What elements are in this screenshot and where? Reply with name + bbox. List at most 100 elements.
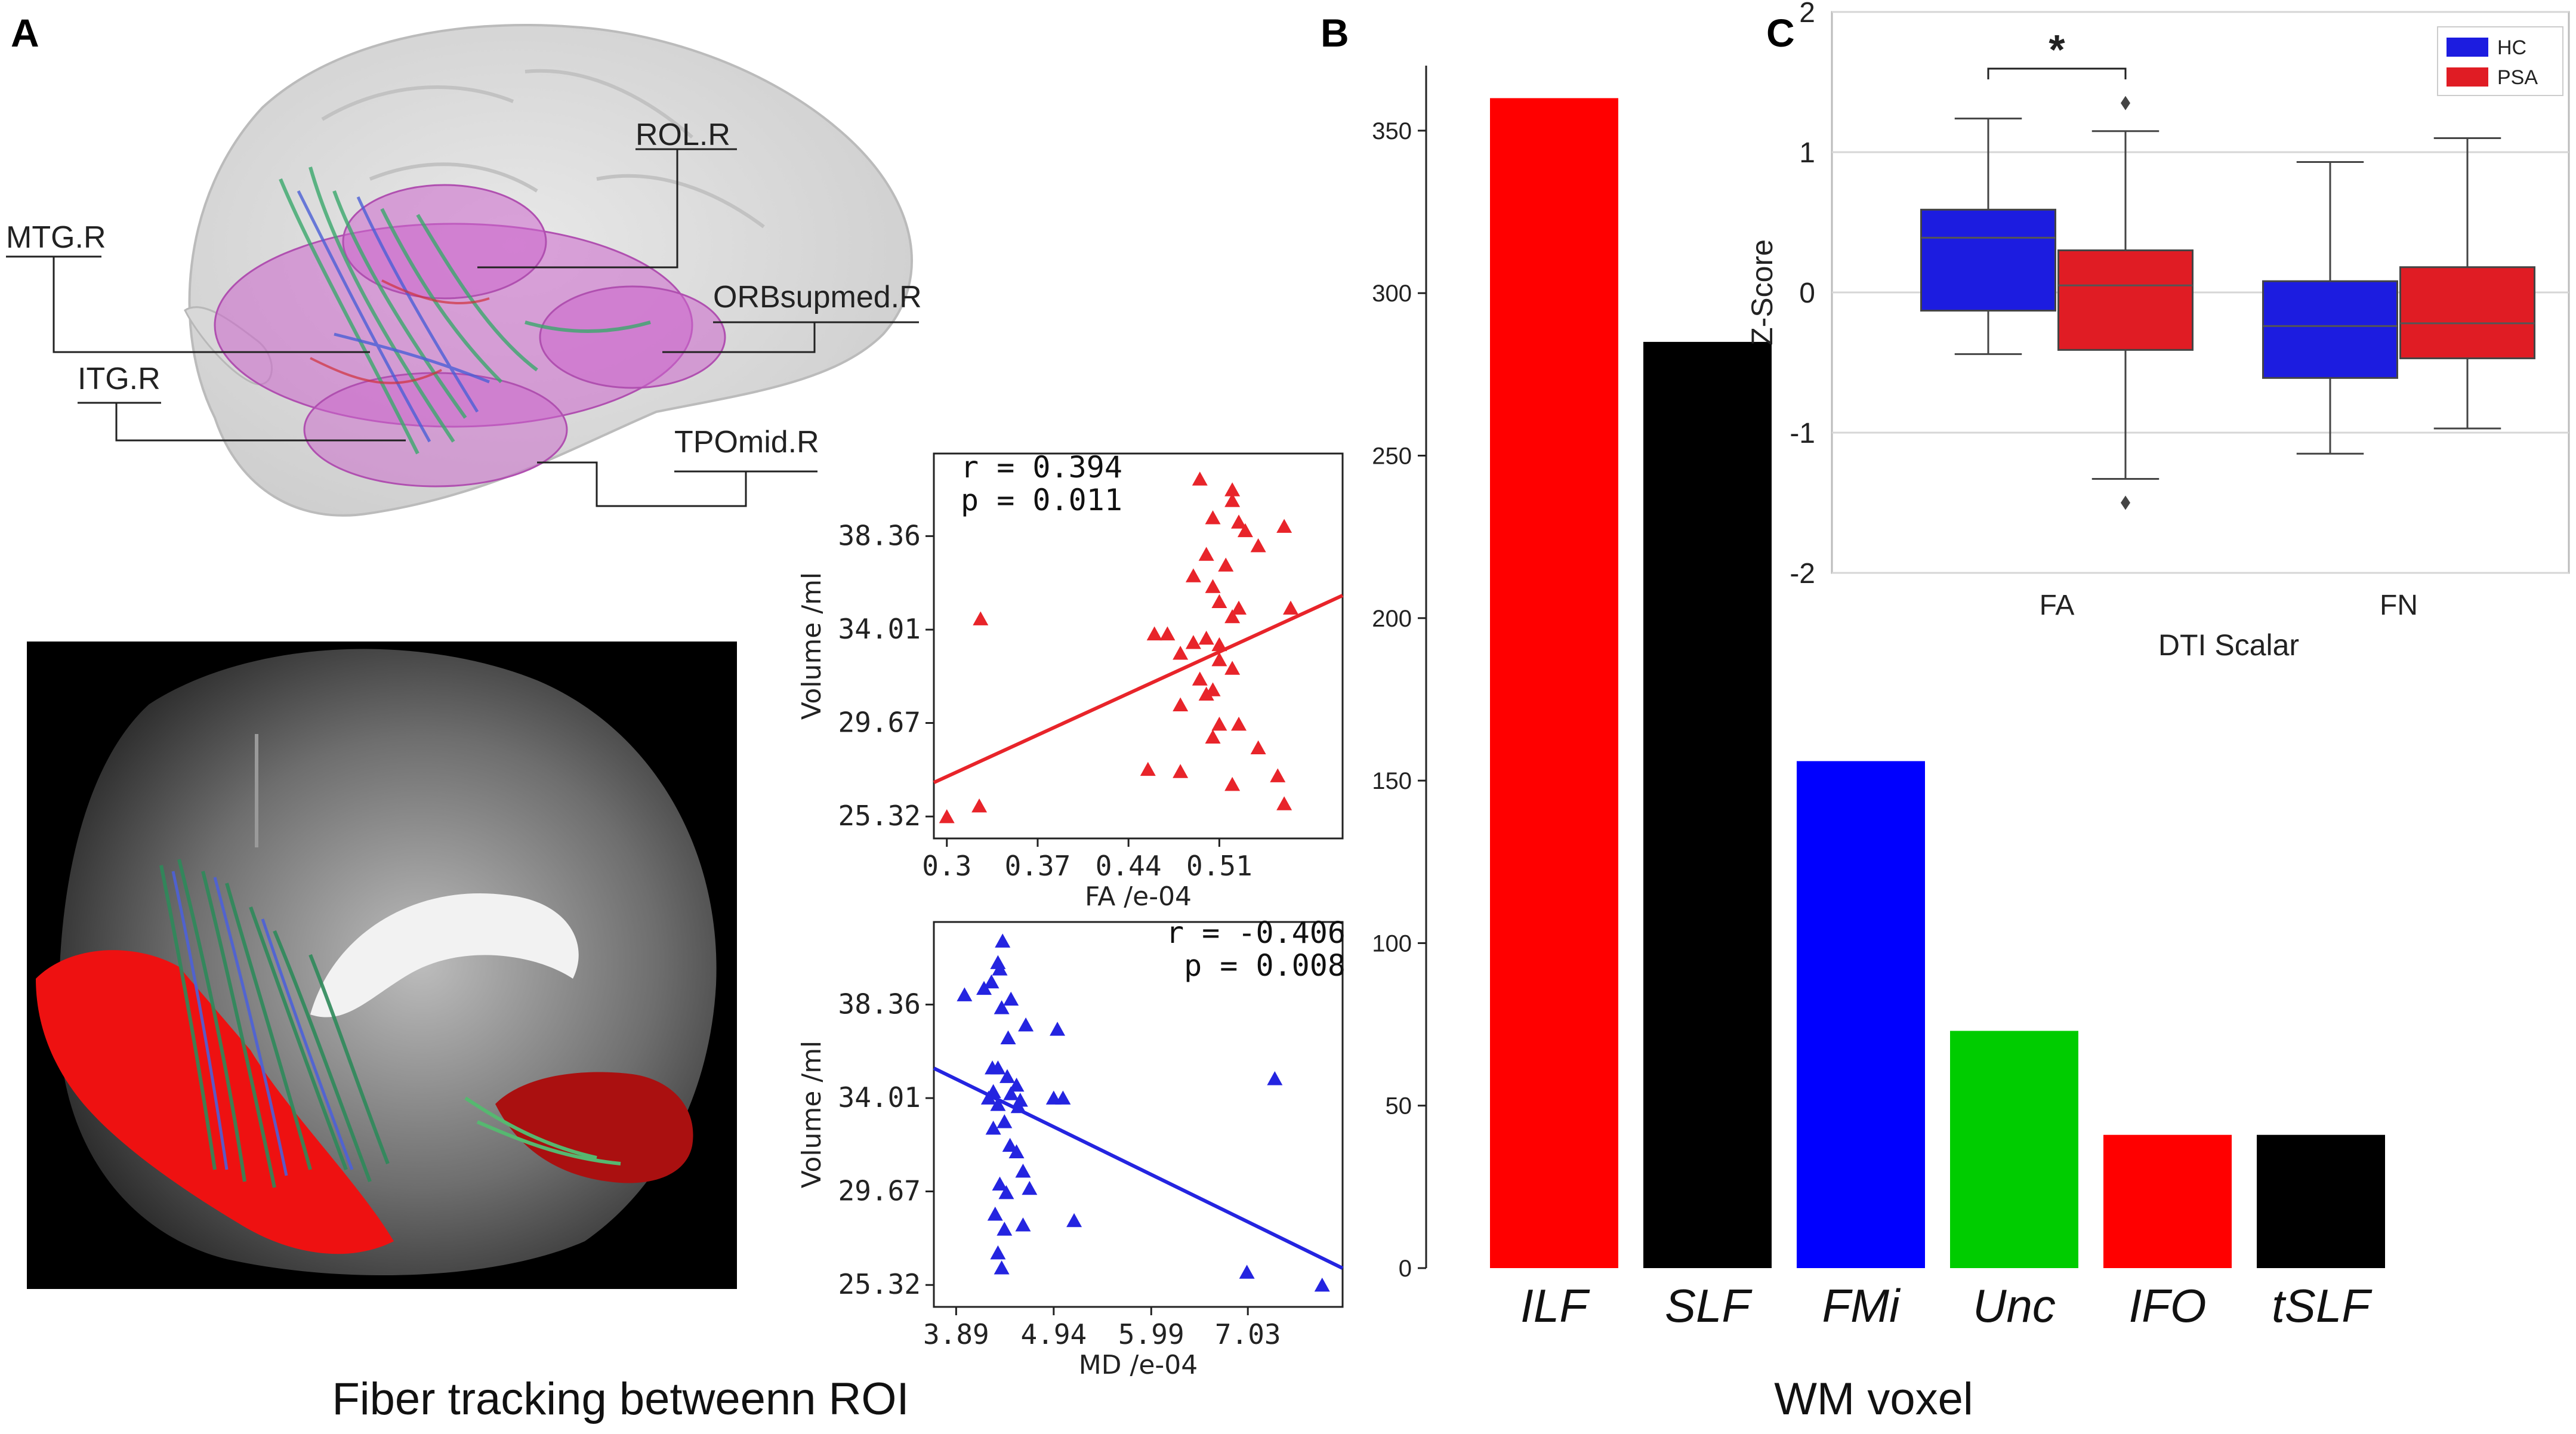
brain-gyri	[321, 69, 765, 229]
data-point	[1066, 1213, 1082, 1228]
bar-unc	[1950, 1031, 2078, 1268]
x-tick-label: 5.99	[1118, 1318, 1184, 1350]
box-hc	[2262, 280, 2398, 379]
panel-a-caption: Fiber tracking betweenn ROI	[332, 1374, 909, 1424]
data-point	[1192, 471, 1208, 486]
fiber-bundle-green	[159, 859, 390, 1188]
data-point	[997, 1222, 1013, 1236]
y-axis-title: Volume /ml	[797, 1041, 827, 1189]
stat-p: p = 0.011	[961, 483, 1122, 517]
y-tick-label: 100	[1372, 930, 1412, 957]
data-point	[1231, 600, 1247, 615]
legend-swatch-psa	[2447, 67, 2488, 87]
y-tick-label: 25.32	[838, 800, 921, 832]
y-tick-label: -1	[1790, 418, 1815, 449]
roi-label-rol: ROL.R	[635, 118, 730, 152]
category-label: Unc	[1973, 1279, 2056, 1332]
data-point	[1276, 519, 1292, 533]
data-point	[983, 974, 999, 989]
x-tick-label: FA	[2040, 590, 2075, 621]
data-point	[1198, 686, 1214, 701]
regression-line	[933, 594, 1344, 785]
roi-orbsupmed	[539, 285, 726, 389]
data-point	[994, 1000, 1010, 1014]
dti-box-plot: -2 -1 0 1 2 Z-Score FA FN DTI Scalar * HC PSA	[1745, 0, 2570, 662]
roi-red-frontal	[495, 1072, 693, 1183]
bar-fmi	[1797, 761, 1925, 1268]
x-tick-label: FN	[2380, 590, 2418, 621]
data-point	[1250, 740, 1266, 755]
data-point	[992, 961, 1008, 976]
wm-voxel-bar-chart: 0 50 100 150 200 250 300 350 ILF SLF FMi Unc IFO tSLF	[1372, 66, 2385, 1332]
x-tick-label: 0.37	[1005, 850, 1071, 882]
x-tick-label: 4.94	[1020, 1318, 1087, 1350]
y-tick-label: -2	[1790, 558, 1815, 590]
data-point	[980, 1090, 997, 1105]
box-hc	[1920, 208, 2056, 312]
data-point	[1211, 594, 1227, 609]
significance-bracket	[1987, 67, 2127, 79]
x-axis-title: FA /e-04	[1085, 881, 1192, 912]
box-psa	[2399, 266, 2535, 359]
data-point	[1015, 1163, 1031, 1178]
data-point	[1000, 1030, 1016, 1044]
plot-frame	[933, 921, 1344, 1308]
data-point	[990, 1060, 1006, 1075]
roi-tpomid	[303, 372, 568, 488]
data-point	[1003, 1086, 1019, 1100]
data-point	[997, 1114, 1013, 1128]
y-tick-label: 50	[1386, 1093, 1412, 1120]
data-point	[1224, 661, 1241, 675]
data-point	[1173, 764, 1189, 778]
category-label: tSLF	[2272, 1279, 2373, 1332]
roi-label-orbsupmed: ORBsupmed.R	[713, 280, 922, 314]
data-point	[1018, 1017, 1034, 1032]
data-point	[990, 1097, 1006, 1111]
y-tick-label: 34.01	[838, 613, 921, 645]
data-point	[1211, 637, 1227, 652]
panel-a-letter: A	[11, 11, 39, 55]
stat-r: r = -0.406	[1166, 915, 1346, 950]
mri-sagittal-slice	[27, 642, 737, 1289]
bar-slf	[1643, 341, 1772, 1268]
y-tick-label: 200	[1372, 606, 1412, 632]
data-point	[939, 809, 955, 824]
data-point	[1211, 652, 1227, 667]
plot-frame	[933, 452, 1344, 840]
fiber-bundle-frontal	[464, 1096, 621, 1165]
data-point	[1205, 579, 1221, 593]
data-point	[957, 987, 973, 1001]
y-tick-label: 250	[1372, 443, 1412, 470]
regression-line	[933, 1066, 1344, 1270]
data-point	[1140, 761, 1156, 776]
data-point	[1314, 1277, 1330, 1292]
data-point	[1146, 626, 1162, 641]
fiber-tracts-green	[279, 166, 651, 455]
data-point	[1224, 482, 1241, 496]
fiber-tracts-red	[310, 279, 490, 384]
legend-label: PSA	[2497, 66, 2538, 89]
box-psa	[2057, 249, 2194, 351]
y-tick-label: 0	[1399, 1256, 1412, 1282]
y-tick-label: 38.36	[838, 519, 921, 551]
data-point	[1185, 635, 1201, 649]
roi-rol	[342, 184, 547, 300]
roi-leaders	[6, 148, 919, 507]
panel-c-letter: C	[1766, 11, 1795, 55]
y-tick-label: 34.01	[838, 1081, 921, 1114]
data-point	[1231, 717, 1247, 731]
brain-3d-rendering	[184, 23, 913, 517]
data-point	[1055, 1090, 1071, 1105]
data-point	[998, 1185, 1014, 1199]
data-point	[1022, 1180, 1038, 1195]
y-tick-label: 150	[1372, 768, 1412, 794]
data-point	[1008, 1144, 1025, 1158]
data-point	[1050, 1022, 1066, 1036]
category-label: ILF	[1520, 1279, 1590, 1332]
data-point	[1015, 1217, 1031, 1232]
data-point	[985, 1120, 1001, 1135]
data-point	[1205, 729, 1221, 744]
data-point	[1185, 568, 1201, 582]
outlier-point	[2121, 495, 2130, 510]
